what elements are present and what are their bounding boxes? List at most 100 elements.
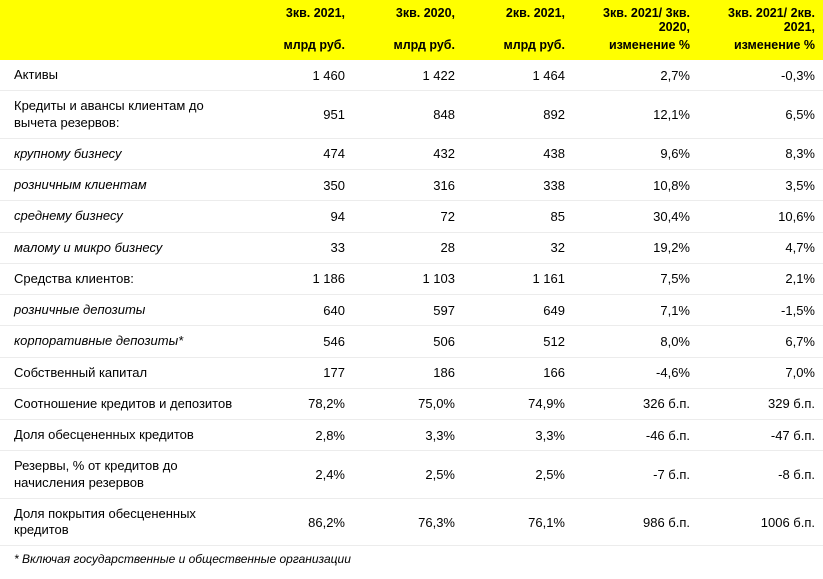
cell-value: 7,1% (573, 295, 698, 326)
cell-value: 10,6% (698, 201, 823, 232)
cell-value: 177 (248, 357, 353, 388)
cell-value: 74,9% (463, 388, 573, 419)
row-label: Соотношение кредитов и депозитов (0, 388, 248, 419)
cell-value: 2,5% (353, 451, 463, 499)
cell-value: 597 (353, 295, 463, 326)
table-row: розничные депозиты6405976497,1%-1,5% (0, 295, 823, 326)
cell-value: 28 (353, 232, 463, 263)
cell-value: 85 (463, 201, 573, 232)
cell-value: -0,3% (698, 60, 823, 91)
cell-value: 186 (353, 357, 463, 388)
row-label: крупному бизнесу (0, 138, 248, 169)
cell-value: 432 (353, 138, 463, 169)
table-row: Доля покрытия обесцененных кредитов86,2%… (0, 498, 823, 546)
cell-value: 6,5% (698, 91, 823, 139)
cell-value: 506 (353, 326, 463, 357)
cell-value: 76,3% (353, 498, 463, 546)
row-label: Резервы, % от кредитов до начисления рез… (0, 451, 248, 499)
cell-value: 438 (463, 138, 573, 169)
footnote: * Включая государственные и общественные… (0, 546, 823, 575)
row-label: Собственный капитал (0, 357, 248, 388)
cell-value: 9,6% (573, 138, 698, 169)
cell-value: 8,3% (698, 138, 823, 169)
cell-value: 640 (248, 295, 353, 326)
cell-value: 1 103 (353, 263, 463, 294)
table-row: среднему бизнесу94728530,4%10,6% (0, 201, 823, 232)
cell-value: 166 (463, 357, 573, 388)
row-label: среднему бизнесу (0, 201, 248, 232)
col-subheader: изменение % (698, 38, 823, 60)
cell-value: 75,0% (353, 388, 463, 419)
table-body: Активы1 4601 4221 4642,7%-0,3%Кредиты и … (0, 60, 823, 546)
col-header: 2кв. 2021, (463, 0, 573, 38)
table-row: корпоративные депозиты*5465065128,0%6,7% (0, 326, 823, 357)
row-label: розничные депозиты (0, 295, 248, 326)
table-row: розничным клиентам35031633810,8%3,5% (0, 170, 823, 201)
cell-value: 848 (353, 91, 463, 139)
row-label: Средства клиентов: (0, 263, 248, 294)
table-row: малому и микро бизнесу33283219,2%4,7% (0, 232, 823, 263)
cell-value: 10,8% (573, 170, 698, 201)
cell-value: 1 161 (463, 263, 573, 294)
cell-value: 2,5% (463, 451, 573, 499)
cell-value: 3,3% (353, 420, 463, 451)
cell-value: 338 (463, 170, 573, 201)
cell-value: -47 б.п. (698, 420, 823, 451)
row-label: малому и микро бизнесу (0, 232, 248, 263)
cell-value: 2,4% (248, 451, 353, 499)
cell-value: 8,0% (573, 326, 698, 357)
table-row: крупному бизнесу4744324389,6%8,3% (0, 138, 823, 169)
cell-value: 30,4% (573, 201, 698, 232)
cell-value: 6,7% (698, 326, 823, 357)
cell-value: 76,1% (463, 498, 573, 546)
row-label: корпоративные депозиты* (0, 326, 248, 357)
table-header: 3кв. 2021, 3кв. 2020, 2кв. 2021, 3кв. 20… (0, 0, 823, 60)
col-subheader (0, 38, 248, 60)
cell-value: 3,5% (698, 170, 823, 201)
col-header (0, 0, 248, 38)
cell-value: 474 (248, 138, 353, 169)
table-row: Резервы, % от кредитов до начисления рез… (0, 451, 823, 499)
cell-value: 512 (463, 326, 573, 357)
cell-value: 33 (248, 232, 353, 263)
cell-value: 19,2% (573, 232, 698, 263)
col-header: 3кв. 2020, (353, 0, 463, 38)
cell-value: -8 б.п. (698, 451, 823, 499)
cell-value: 649 (463, 295, 573, 326)
table-row: Доля обесцененных кредитов2,8%3,3%3,3%-4… (0, 420, 823, 451)
col-subheader: изменение % (573, 38, 698, 60)
cell-value: -46 б.п. (573, 420, 698, 451)
cell-value: 2,1% (698, 263, 823, 294)
cell-value: -7 б.п. (573, 451, 698, 499)
cell-value: 986 б.п. (573, 498, 698, 546)
cell-value: 4,7% (698, 232, 823, 263)
row-label: Кредиты и авансы клиентам до вычета резе… (0, 91, 248, 139)
cell-value: 12,1% (573, 91, 698, 139)
cell-value: 7,0% (698, 357, 823, 388)
row-label: Доля обесцененных кредитов (0, 420, 248, 451)
cell-value: 2,7% (573, 60, 698, 91)
table-row: Средства клиентов:1 1861 1031 1617,5%2,1… (0, 263, 823, 294)
cell-value: 72 (353, 201, 463, 232)
cell-value: 2,8% (248, 420, 353, 451)
col-subheader: млрд руб. (248, 38, 353, 60)
cell-value: 3,3% (463, 420, 573, 451)
cell-value: 78,2% (248, 388, 353, 419)
financial-table: 3кв. 2021, 3кв. 2020, 2кв. 2021, 3кв. 20… (0, 0, 823, 574)
cell-value: 316 (353, 170, 463, 201)
cell-value: 1 464 (463, 60, 573, 91)
cell-value: -1,5% (698, 295, 823, 326)
cell-value: 1 186 (248, 263, 353, 294)
cell-value: 32 (463, 232, 573, 263)
cell-value: 86,2% (248, 498, 353, 546)
col-header: 3кв. 2021, (248, 0, 353, 38)
cell-value: 7,5% (573, 263, 698, 294)
row-label: розничным клиентам (0, 170, 248, 201)
cell-value: 951 (248, 91, 353, 139)
table-row: Собственный капитал177186166-4,6%7,0% (0, 357, 823, 388)
cell-value: -4,6% (573, 357, 698, 388)
table-row: Соотношение кредитов и депозитов78,2%75,… (0, 388, 823, 419)
table-row: Кредиты и авансы клиентам до вычета резе… (0, 91, 823, 139)
row-label: Доля покрытия обесцененных кредитов (0, 498, 248, 546)
cell-value: 546 (248, 326, 353, 357)
